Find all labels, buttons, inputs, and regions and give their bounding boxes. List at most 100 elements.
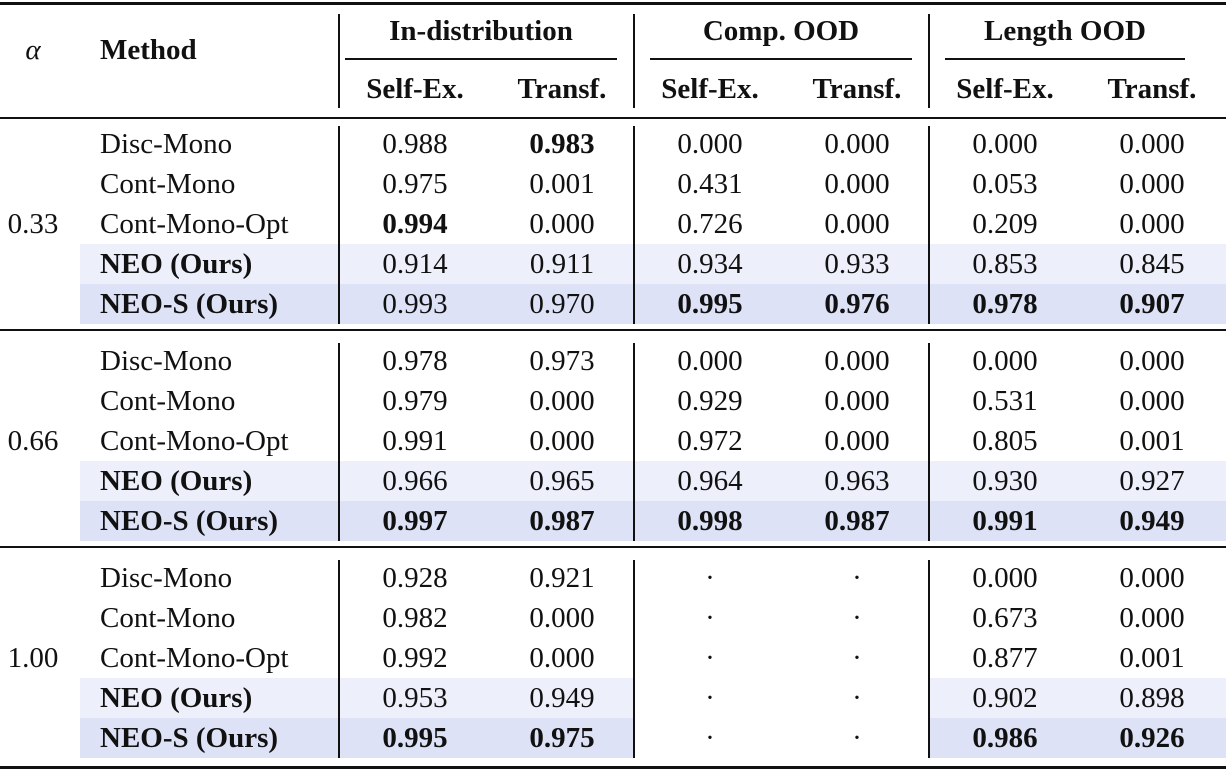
alpha-header: α xyxy=(25,34,41,66)
cell-shade xyxy=(1077,501,1226,541)
method-cell: Cont-Mono xyxy=(100,168,236,200)
value-cell: 0.994 xyxy=(382,208,448,240)
column-divider xyxy=(633,560,635,758)
value-cell: 0.964 xyxy=(677,465,743,497)
value-cell: 0.987 xyxy=(529,505,595,537)
value-cell: 0.911 xyxy=(529,248,595,280)
value-cell: 0.000 xyxy=(824,425,890,457)
method-cell: Cont-Mono-Opt xyxy=(100,208,289,240)
sub-header: Self-Ex. xyxy=(366,73,464,105)
value-cell: 0.978 xyxy=(382,345,448,377)
alpha-cell: 0.66 xyxy=(7,425,59,457)
value-cell: · xyxy=(852,722,862,754)
cell-shade xyxy=(782,284,930,324)
cell-shade xyxy=(487,718,635,758)
value-cell: 0.928 xyxy=(382,562,448,594)
value-cell: · xyxy=(705,642,715,674)
value-cell: 0.995 xyxy=(382,722,448,754)
value-cell: 0.975 xyxy=(529,722,595,754)
value-cell: 0.998 xyxy=(677,505,743,537)
value-cell: 0.914 xyxy=(382,248,448,280)
value-cell: 0.000 xyxy=(1119,602,1185,634)
value-cell: 0.000 xyxy=(824,128,890,160)
value-cell: 0.898 xyxy=(1119,682,1185,714)
cell-shade xyxy=(635,461,783,501)
group-underline xyxy=(650,58,912,60)
value-cell: · xyxy=(705,562,715,594)
cell-shade xyxy=(782,501,930,541)
value-cell: 0.934 xyxy=(677,248,743,280)
value-cell: 0.000 xyxy=(1119,168,1185,200)
row-shade xyxy=(80,678,340,718)
method-cell: NEO (Ours) xyxy=(100,465,253,497)
value-cell: 0.991 xyxy=(382,425,448,457)
value-cell: 0.963 xyxy=(824,465,890,497)
cell-shade xyxy=(1077,284,1226,324)
value-cell: · xyxy=(705,722,715,754)
method-cell: Cont-Mono-Opt xyxy=(100,642,289,674)
value-cell: 0.000 xyxy=(529,385,595,417)
value-cell: · xyxy=(852,642,862,674)
bottom-rule xyxy=(0,766,1226,769)
value-cell: 0.001 xyxy=(1119,425,1185,457)
value-cell: 0.000 xyxy=(529,425,595,457)
value-cell: 0.877 xyxy=(972,642,1038,674)
value-cell: 0.995 xyxy=(677,288,743,320)
value-cell: 0.000 xyxy=(529,642,595,674)
value-cell: 0.673 xyxy=(972,602,1038,634)
method-cell: Disc-Mono xyxy=(100,562,233,594)
value-cell: 0.000 xyxy=(824,168,890,200)
value-cell: 0.997 xyxy=(382,505,448,537)
column-divider xyxy=(928,560,930,758)
value-cell: 0.988 xyxy=(382,128,448,160)
value-cell: 0.907 xyxy=(1119,288,1185,320)
value-cell: 0.966 xyxy=(382,465,448,497)
value-cell: 0.000 xyxy=(824,385,890,417)
value-cell: 0.805 xyxy=(972,425,1038,457)
column-divider xyxy=(338,14,340,108)
value-cell: 0.978 xyxy=(972,288,1038,320)
cell-shade xyxy=(930,501,1078,541)
method-cell: NEO (Ours) xyxy=(100,248,253,280)
column-divider xyxy=(338,126,340,324)
cell-shade xyxy=(340,718,488,758)
value-cell: 0.933 xyxy=(824,248,890,280)
value-cell: 0.987 xyxy=(824,505,890,537)
alpha-cell: 1.00 xyxy=(7,642,59,674)
value-cell: 0.000 xyxy=(529,208,595,240)
block-rule xyxy=(0,329,1226,331)
value-cell: 0.001 xyxy=(1119,642,1185,674)
method-cell: NEO-S (Ours) xyxy=(100,722,279,754)
cell-shade xyxy=(635,284,783,324)
value-cell: 0.000 xyxy=(677,345,743,377)
value-cell: 0.000 xyxy=(677,128,743,160)
sub-header: Transf. xyxy=(517,73,607,105)
value-cell: 0.000 xyxy=(1119,385,1185,417)
value-cell: 0.000 xyxy=(972,345,1038,377)
value-cell: 0.982 xyxy=(382,602,448,634)
method-cell: Disc-Mono xyxy=(100,128,233,160)
value-cell: 0.983 xyxy=(529,128,595,160)
sub-header: Self-Ex. xyxy=(661,73,759,105)
value-cell: · xyxy=(705,682,715,714)
value-cell: 0.531 xyxy=(972,385,1038,417)
cell-shade xyxy=(930,678,1078,718)
value-cell: 0.953 xyxy=(382,682,448,714)
sub-header: Transf. xyxy=(812,73,902,105)
cell-shade xyxy=(487,284,635,324)
value-cell: 0.979 xyxy=(382,385,448,417)
row-shade xyxy=(80,284,340,324)
value-cell: 0.929 xyxy=(677,385,743,417)
sub-header: Transf. xyxy=(1107,73,1197,105)
value-cell: 0.930 xyxy=(972,465,1038,497)
cell-shade xyxy=(635,244,783,284)
cell-shade xyxy=(340,501,488,541)
value-cell: 0.431 xyxy=(677,168,743,200)
top-rule xyxy=(0,2,1226,5)
value-cell: · xyxy=(852,682,862,714)
method-header: Method xyxy=(100,34,197,66)
cell-shade xyxy=(1077,718,1226,758)
column-divider xyxy=(633,126,635,324)
column-divider xyxy=(633,14,635,108)
